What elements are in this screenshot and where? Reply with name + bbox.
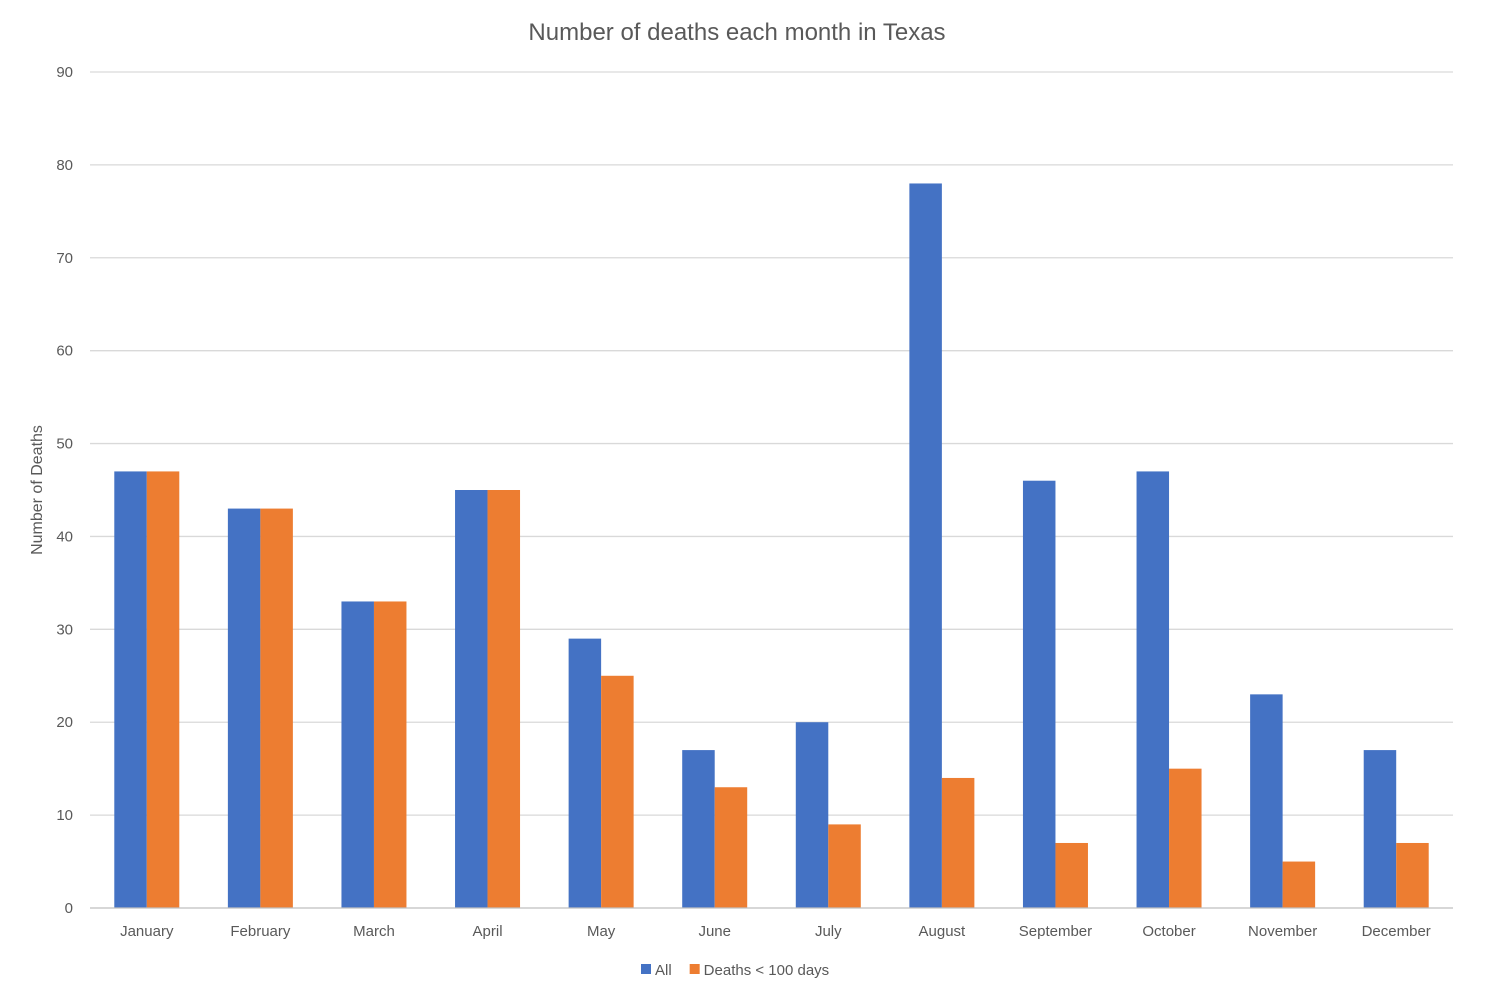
bar-all <box>114 471 147 908</box>
chart-title: Number of deaths each month in Texas <box>528 19 945 46</box>
bar-deaths-under-100-days <box>1055 842 1088 908</box>
bar-all <box>227 508 261 908</box>
x-tick-label: September <box>1019 923 1092 940</box>
bar-all <box>341 601 374 908</box>
bar-deaths-under-100-days <box>146 471 180 908</box>
x-tick-label: November <box>1248 923 1317 940</box>
bar-all <box>682 750 715 908</box>
bar-all <box>1363 750 1397 908</box>
y-tick-label: 40 <box>56 528 73 545</box>
y-tick-label: 30 <box>56 621 73 638</box>
bar-deaths-under-100-days <box>487 490 521 908</box>
bars <box>114 183 1429 908</box>
y-tick-label: 60 <box>56 343 73 360</box>
x-tick-label: March <box>353 923 395 940</box>
bar-deaths-under-100-days <box>260 508 293 908</box>
bar-deaths-under-100-days <box>828 824 861 908</box>
y-tick-label: 20 <box>56 714 73 731</box>
x-tick-label: January <box>120 923 174 940</box>
bar-all <box>568 638 602 908</box>
y-axis-title: Number of Deaths <box>29 425 46 555</box>
x-tick-label: October <box>1142 923 1195 940</box>
y-axis-ticks: 0 10 20 30 40 50 60 70 80 90 <box>56 64 73 917</box>
x-axis-ticks: January February March April May June July Augu… <box>120 923 1431 940</box>
bar-all <box>1136 471 1170 908</box>
x-tick-label: April <box>473 923 503 940</box>
bar-deaths-under-100-days <box>1282 861 1316 908</box>
y-tick-label: 80 <box>56 157 73 174</box>
bar-all <box>909 183 942 908</box>
bar-deaths-under-100-days <box>1169 768 1202 908</box>
x-tick-label: May <box>587 923 616 940</box>
y-tick-label: 10 <box>56 807 73 824</box>
x-tick-label: December <box>1362 923 1431 940</box>
legend-swatch <box>689 964 700 974</box>
bar-deaths-under-100-days <box>601 675 634 908</box>
x-tick-label: June <box>698 923 731 940</box>
bar-deaths-under-100-days <box>373 601 407 908</box>
y-tick-label: 70 <box>56 250 73 267</box>
y-tick-label: 90 <box>56 64 73 81</box>
bar-all <box>1250 694 1283 908</box>
x-tick-label: August <box>919 923 967 940</box>
bar-deaths-under-100-days <box>1396 842 1429 908</box>
legend-label: Deaths < 100 days <box>704 962 830 979</box>
legend-label: All <box>655 962 672 979</box>
bar-all <box>455 490 488 908</box>
bar-all <box>1022 480 1056 908</box>
legend-swatch <box>641 964 651 974</box>
bar-all <box>795 722 829 908</box>
x-tick-label: February <box>230 923 291 940</box>
y-tick-label: 0 <box>65 900 73 917</box>
x-tick-label: July <box>815 923 842 940</box>
bar-deaths-under-100-days <box>714 787 748 908</box>
bar-deaths-under-100-days <box>941 777 975 908</box>
gridlines <box>90 71 1453 816</box>
legend: All Deaths < 100 days <box>641 962 829 979</box>
y-tick-label: 50 <box>56 436 73 453</box>
